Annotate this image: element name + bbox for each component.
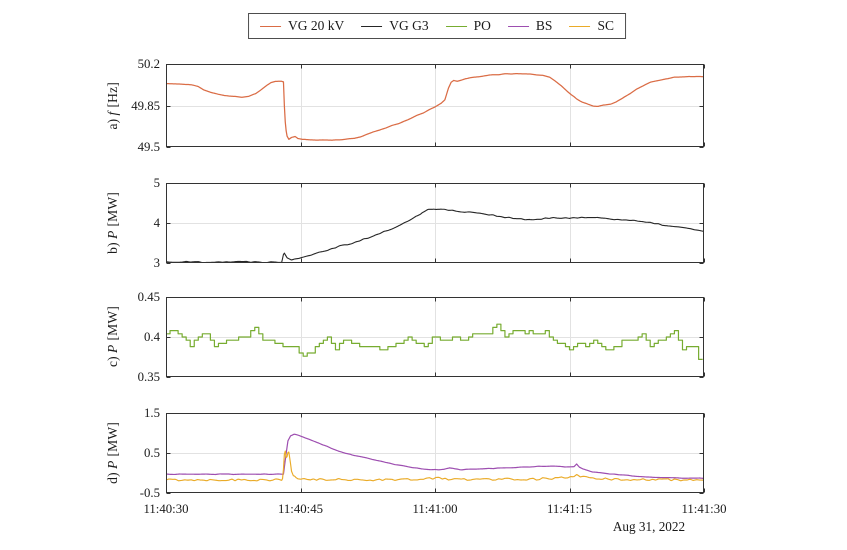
legend-item-po: PO: [445, 18, 491, 34]
gridlines: [166, 413, 704, 493]
subplot-d-plot: [166, 413, 705, 494]
x-tick-label: 11:40:45: [277, 502, 324, 516]
y-axis-label-unit: [Hz]: [105, 81, 120, 108]
legend-item-vg-20-kv: VG 20 kV: [260, 18, 344, 34]
y-tick-label-b: 5: [153, 176, 160, 190]
y-axis-label-prefix: a): [105, 118, 120, 130]
subplot-a-plot: [166, 64, 705, 148]
y-tick-label-d: -0.5: [139, 486, 160, 500]
legend-label: SC: [597, 18, 614, 33]
series-sc-line: [166, 450, 704, 482]
legend-line-swatch-po: [445, 25, 467, 27]
y-axis-label-unit: [MW]: [105, 192, 120, 227]
y-tick-label-d: 1.5: [144, 406, 160, 420]
y-tick-label-a: 49.85: [131, 98, 160, 113]
legend: VG 20 kV VG G3 PO BS SC: [248, 13, 626, 39]
gridlines: [166, 183, 704, 263]
legend-line-swatch-bs: [507, 25, 529, 27]
tick-marks: [166, 64, 705, 148]
y-tick-label-a: 49.5: [137, 140, 160, 154]
legend-item-sc: SC: [569, 18, 614, 34]
legend-line-swatch-vg-g3: [361, 25, 383, 27]
x-axis-date-label: Aug 31, 2022: [612, 519, 686, 534]
y-axis-label-unit: [MW]: [105, 306, 120, 342]
y-axis-label-variable: f: [105, 110, 120, 115]
y-axis-label-a: a) f [Hz]: [100, 64, 126, 147]
subplot-c-plot: [166, 297, 705, 378]
y-axis-label-d: d) P [MW]: [100, 413, 126, 493]
y-tick-label-b: 4: [153, 216, 160, 230]
y-tick-label-c: 0.35: [137, 370, 160, 384]
series-vg-20-kv-line: [166, 73, 704, 141]
y-axis-label-c: c) P [MW]: [100, 297, 126, 377]
y-axis-label-variable: P: [105, 460, 120, 469]
x-tick-label: 11:41:00: [412, 502, 458, 516]
series-vg-g3-line: [166, 208, 704, 263]
tick-marks: [166, 413, 705, 494]
gridlines: [166, 64, 704, 147]
y-tick-label-c: 0.4: [144, 330, 160, 344]
series-po-line: [166, 323, 703, 360]
tick-marks: [166, 183, 705, 264]
x-tick-label: 11:40:30: [143, 502, 189, 516]
y-axis-label-prefix: c): [105, 356, 120, 368]
legend-line-swatch-vg-20-kv: [260, 25, 282, 27]
y-axis-label-variable: P: [105, 230, 120, 239]
subplot-b-plot: [166, 183, 705, 264]
y-tick-label-a: 50.2: [137, 57, 160, 71]
legend-item-bs: BS: [507, 18, 553, 34]
y-tick-label-c: 0.45: [137, 290, 160, 304]
tick-marks: [166, 297, 705, 378]
y-tick-label-b: 3: [153, 256, 160, 270]
legend-item-vg-g3: VG G3: [361, 18, 429, 34]
legend-label: BS: [535, 18, 553, 33]
legend-label: VG 20 kV: [288, 18, 345, 33]
y-axis-label-unit: [MW]: [105, 422, 120, 457]
y-axis-label-prefix: d): [105, 472, 120, 484]
series-bs-line: [166, 433, 704, 480]
x-tick-label: 11:41:30: [681, 502, 727, 516]
y-axis-label-prefix: b): [105, 242, 120, 254]
y-tick-label-d: 0.5: [144, 446, 160, 460]
x-tick-label: 11:41:15: [546, 502, 593, 516]
y-axis-label-b: b) P [MW]: [100, 183, 126, 263]
legend-line-swatch-sc: [569, 25, 591, 27]
legend-label: PO: [473, 18, 491, 33]
legend-label: VG G3: [389, 18, 429, 33]
y-axis-label-variable: P: [105, 344, 120, 354]
